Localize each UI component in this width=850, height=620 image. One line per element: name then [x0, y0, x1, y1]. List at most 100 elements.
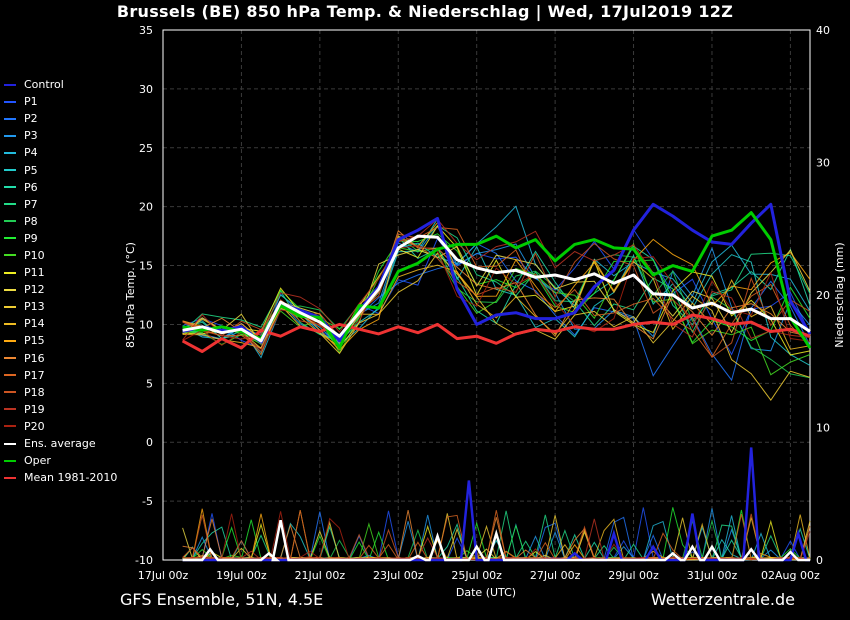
y-tick-label: -10	[135, 554, 153, 567]
legend-item: P18	[4, 384, 117, 401]
legend-swatch	[4, 100, 16, 103]
legend-swatch	[4, 203, 16, 206]
legend-swatch	[4, 237, 16, 240]
y-tick-label: -5	[142, 495, 153, 508]
legend-swatch	[4, 442, 16, 445]
legend-swatch	[4, 117, 16, 120]
legend-item: P15	[4, 332, 117, 349]
legend-item: Oper	[4, 452, 117, 469]
legend-item: P3	[4, 127, 117, 144]
highlight-series	[181, 202, 812, 353]
legend-label: P15	[24, 334, 45, 348]
legend-item: Mean 1981-2010	[4, 469, 117, 486]
legend-item: P11	[4, 264, 117, 281]
y-tick-label: 35	[139, 24, 153, 37]
member-line	[182, 225, 811, 356]
y-axis-label: 850 hPa Temp. (°C)	[124, 242, 137, 348]
y-tick-label: 5	[146, 377, 153, 390]
y-tick-label: 0	[146, 436, 153, 449]
legend-swatch	[4, 391, 16, 394]
legend-swatch	[4, 357, 16, 360]
x-tick-label: 19Jul 00z	[216, 569, 267, 582]
legend-label: P20	[24, 419, 45, 433]
legend-item: P2	[4, 110, 117, 127]
x-tick-label: 31Jul 00z	[687, 569, 738, 582]
legend-label: P9	[24, 231, 38, 245]
y2-tick-label: 30	[816, 157, 830, 170]
member-line	[182, 224, 811, 342]
legend-item: P6	[4, 179, 117, 196]
legend-swatch	[4, 322, 16, 325]
ens-average-precip-line	[182, 520, 810, 562]
legend-item: P17	[4, 367, 117, 384]
y2-tick-label: 0	[816, 554, 823, 567]
chart-axes	[162, 29, 811, 561]
x-tick-label: 27Jul 00z	[530, 569, 581, 582]
legend-label: P1	[24, 95, 38, 109]
ens-average-line	[182, 234, 811, 343]
legend-swatch	[4, 83, 16, 86]
legend-label: P10	[24, 248, 45, 262]
legend-label: P18	[24, 385, 45, 399]
legend-swatch	[4, 254, 16, 257]
y-tick-label: 20	[139, 201, 153, 214]
legend-swatch	[4, 220, 16, 223]
legend-swatch	[4, 459, 16, 462]
chart-legend: Control P1 P2 P3 P4 P5 P6 P7 P8 P9 P10 P11 P12 P13 P14…	[4, 76, 117, 486]
legend-item: P5	[4, 161, 117, 178]
y-tick-label: 25	[139, 142, 153, 155]
legend-label: P19	[24, 402, 45, 416]
legend-label: P13	[24, 300, 45, 314]
legend-item: P7	[4, 196, 117, 213]
precipitation-lines	[182, 447, 811, 562]
model-caption: GFS Ensemble, 51N, 4.5E	[120, 590, 324, 609]
member-line	[182, 218, 811, 341]
oper-line	[182, 211, 812, 350]
y2-tick-label: 10	[816, 422, 830, 435]
legend-label: P7	[24, 197, 38, 211]
legend-swatch	[4, 374, 16, 377]
legend-swatch	[4, 271, 16, 274]
legend-item: P20	[4, 418, 117, 435]
legend-label: P2	[24, 112, 38, 126]
legend-swatch	[4, 425, 16, 428]
y-tick-label: 30	[139, 83, 153, 96]
legend-item: P1	[4, 93, 117, 110]
legend-swatch	[4, 288, 16, 291]
x-tick-label: 29Jul 00z	[608, 569, 659, 582]
legend-item: P14	[4, 315, 117, 332]
legend-label: Oper	[24, 454, 51, 468]
x-axis-label: Date (UTC)	[456, 586, 516, 599]
legend-swatch	[4, 169, 16, 172]
legend-item: P4	[4, 144, 117, 161]
member-line	[182, 242, 811, 376]
legend-item: P19	[4, 401, 117, 418]
y-tick-label: 10	[139, 318, 153, 331]
legend-swatch	[4, 151, 16, 154]
legend-label: P6	[24, 180, 38, 194]
legend-item: P13	[4, 298, 117, 315]
source-caption: Wetterzentrale.de	[650, 590, 795, 609]
legend-label: P11	[24, 266, 45, 280]
legend-label: P5	[24, 163, 38, 177]
legend-label: P14	[24, 317, 45, 331]
legend-item: Ens. average	[4, 435, 117, 452]
legend-item: P10	[4, 247, 117, 264]
legend-item: P16	[4, 350, 117, 367]
x-tick-label: 02Aug 00z	[761, 569, 820, 582]
legend-label: P8	[24, 214, 38, 228]
x-tick-label: 23Jul 00z	[373, 569, 424, 582]
legend-label: P3	[24, 129, 38, 143]
legend-swatch	[4, 476, 16, 479]
chart-title: Brussels (BE) 850 hPa Temp. & Niederschl…	[116, 2, 734, 21]
x-tick-label: 21Jul 00z	[295, 569, 346, 582]
chart-ticks: -10 -5 0 5 10 15 20 25 30 35 0 10 20 30 40 17Jul 00z 19J…	[135, 24, 830, 582]
mean-1981-2010-line	[181, 313, 811, 353]
y-tick-label: 15	[139, 260, 153, 273]
legend-item: P12	[4, 281, 117, 298]
legend-item: P8	[4, 213, 117, 230]
legend-label: P17	[24, 368, 45, 382]
legend-swatch	[4, 186, 16, 189]
legend-label: Ens. average	[24, 437, 96, 451]
